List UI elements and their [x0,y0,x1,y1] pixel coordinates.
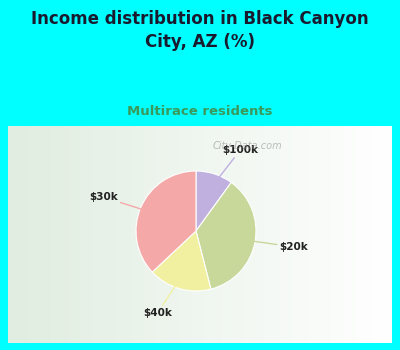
Text: $100k: $100k [209,145,258,190]
Text: Multirace residents: Multirace residents [127,105,273,118]
Wedge shape [152,231,211,291]
Text: $20k: $20k [238,239,308,252]
Wedge shape [196,171,231,231]
Text: City-Data.com: City-Data.com [213,141,282,151]
Text: $40k: $40k [143,273,184,318]
Wedge shape [136,171,196,272]
Wedge shape [196,182,256,289]
Text: Income distribution in Black Canyon
City, AZ (%): Income distribution in Black Canyon City… [31,10,369,51]
Text: $30k: $30k [89,192,156,214]
